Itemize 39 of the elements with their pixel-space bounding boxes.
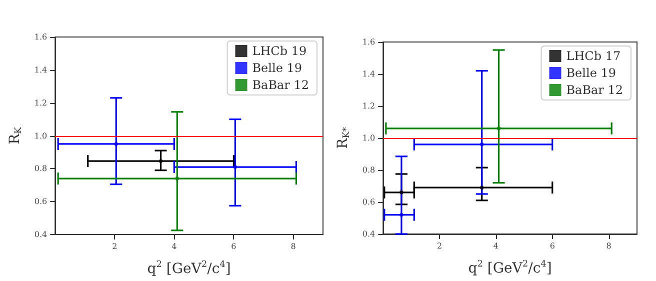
y-tick-label: 0.6 bbox=[362, 198, 376, 206]
y-tick-label: 0.4 bbox=[34, 230, 48, 239]
legend-label: BaBar 12 bbox=[252, 78, 309, 92]
x-tick-label: 4 bbox=[172, 242, 177, 251]
point bbox=[399, 212, 404, 217]
legend-label: Belle 19 bbox=[252, 61, 302, 75]
legend-label: LHCb 17 bbox=[566, 49, 621, 63]
y-tick-label: 1.6 bbox=[362, 38, 376, 46]
x-tick-label: 2 bbox=[436, 242, 442, 250]
point bbox=[496, 126, 501, 130]
point bbox=[158, 159, 163, 164]
x-tick-label: 8 bbox=[606, 242, 612, 250]
y-tick-label: 1.6 bbox=[34, 32, 48, 42]
y-tick-label: 1.4 bbox=[362, 70, 376, 78]
x-tick-label: 6 bbox=[231, 242, 236, 251]
point bbox=[233, 165, 238, 170]
y-tick-label: 0.4 bbox=[362, 230, 376, 238]
y-tick-label: 0.8 bbox=[362, 166, 376, 174]
point bbox=[399, 190, 404, 194]
legend-label: Belle 19 bbox=[566, 66, 616, 80]
point bbox=[480, 142, 484, 146]
y-tick-label: 1.2 bbox=[362, 102, 376, 110]
x-tick-label: 6 bbox=[550, 242, 555, 250]
x-tick-label: 2 bbox=[112, 242, 118, 251]
point bbox=[114, 142, 118, 146]
y-tick-label: 1.4 bbox=[34, 65, 48, 74]
y-tick-label: 1.2 bbox=[34, 98, 48, 108]
y-tick-label: 0.6 bbox=[34, 197, 48, 206]
legend-label: BaBar 12 bbox=[566, 83, 623, 97]
x-tick-label: 4 bbox=[493, 242, 499, 250]
y-axis-title: RK* bbox=[335, 126, 352, 149]
point bbox=[175, 176, 180, 181]
legend-label: LHCb 19 bbox=[252, 44, 307, 58]
y-axis-title: RK bbox=[7, 126, 24, 144]
y-tick-label: 0.8 bbox=[34, 164, 48, 174]
point bbox=[480, 186, 484, 190]
y-tick-label: 1.0 bbox=[362, 134, 376, 142]
y-tick-label: 1.0 bbox=[34, 131, 48, 140]
x-tick-label: 8 bbox=[290, 242, 296, 251]
